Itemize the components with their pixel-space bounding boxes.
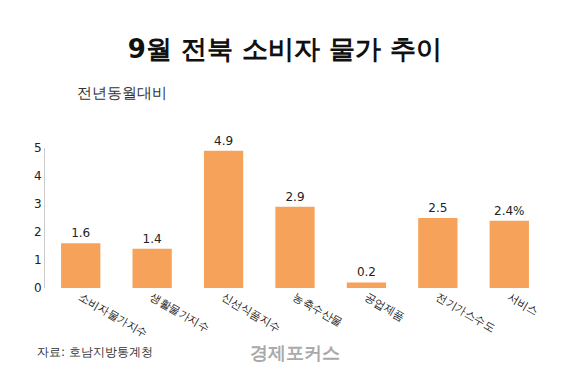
svg-text:서비스: 서비스 xyxy=(505,291,540,319)
svg-text:생활물가지수: 생활물가지수 xyxy=(148,291,212,335)
svg-text:2.5: 2.5 xyxy=(428,201,447,215)
svg-text:전기가스수도: 전기가스수도 xyxy=(434,291,498,335)
svg-text:5: 5 xyxy=(34,141,42,155)
svg-text:4: 4 xyxy=(34,169,42,183)
svg-text:자료: 호남지방통계청: 자료: 호남지방통계청 xyxy=(37,345,153,359)
svg-text:2.9: 2.9 xyxy=(285,190,304,204)
svg-text:소비자물가지수: 소비자물가지수 xyxy=(76,291,149,341)
svg-text:신선식품지수: 신선식품지수 xyxy=(219,291,283,335)
svg-text:전년동월대비: 전년동월대비 xyxy=(77,84,167,102)
svg-text:0.2: 0.2 xyxy=(357,265,376,279)
svg-text:9월 전북 소비자 물가 추이: 9월 전북 소비자 물가 추이 xyxy=(128,34,442,64)
svg-text:3: 3 xyxy=(34,197,42,211)
svg-text:2.4%: 2.4% xyxy=(494,204,525,218)
svg-text:0: 0 xyxy=(34,281,42,295)
svg-text:1.6: 1.6 xyxy=(71,226,90,240)
svg-text:농축수산물: 농축수산물 xyxy=(291,291,345,330)
svg-text:1: 1 xyxy=(34,253,42,267)
svg-text:공업제품: 공업제품 xyxy=(362,291,407,324)
svg-text:1.4: 1.4 xyxy=(143,232,162,246)
svg-text:2: 2 xyxy=(34,225,42,239)
svg-text:4.9: 4.9 xyxy=(214,134,233,148)
svg-text:경제포커스: 경제포커스 xyxy=(250,342,340,363)
